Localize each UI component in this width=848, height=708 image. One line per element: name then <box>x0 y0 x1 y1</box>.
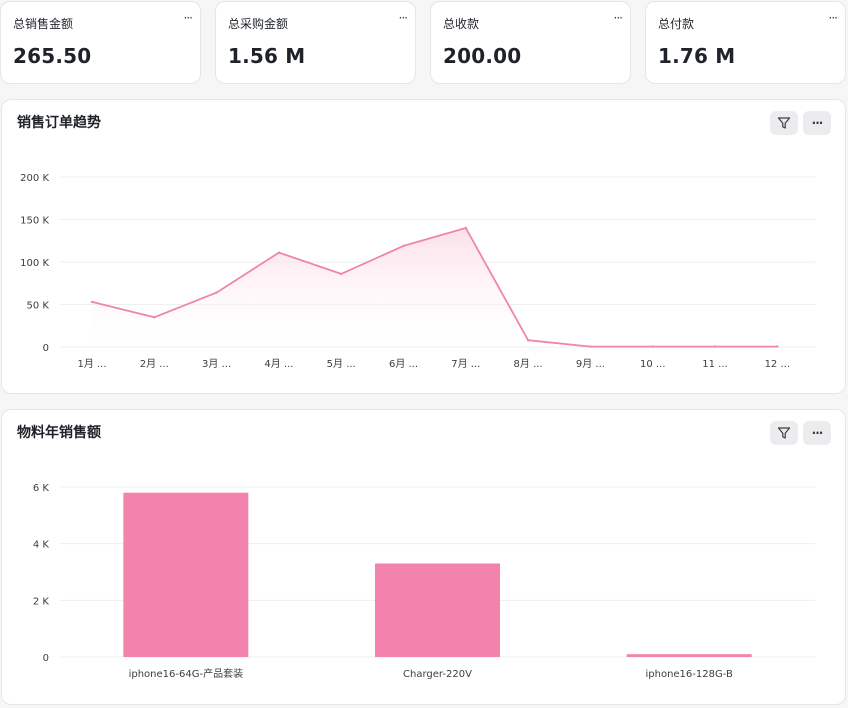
x-tick-label: 6月 ... <box>389 358 418 370</box>
data-point <box>402 244 405 248</box>
x-tick-label: Charger-220V <box>403 669 472 680</box>
y-tick-label: 50 K <box>27 301 50 312</box>
kpi-title: 总采购金额 <box>228 17 289 31</box>
series-area <box>92 228 778 347</box>
y-tick-label: 100 K <box>20 258 49 269</box>
x-tick-label: 7月 ... <box>451 358 480 370</box>
data-point <box>651 345 654 348</box>
kpi-card-payments: 总付款 1.76 M ··· <box>645 1 846 84</box>
kpi-value: 1.56 M <box>228 44 306 68</box>
y-tick-label: 200 K <box>20 173 49 184</box>
filter-button[interactable] <box>770 421 798 445</box>
filter-icon <box>777 117 791 129</box>
more-icon: ··· <box>811 116 824 130</box>
bar-chart: 0 2 K 4 K 6 K iphone16-64G-产品套装 Charger-220V i… <box>33 483 815 680</box>
bar <box>626 654 752 657</box>
y-tick-label: 0 <box>43 343 49 354</box>
y-tick-label: 6 K <box>33 483 50 494</box>
kpi-title: 总付款 <box>658 17 695 31</box>
data-point <box>776 345 779 348</box>
x-tick-label: 5月 ... <box>327 358 356 370</box>
data-point <box>215 291 218 294</box>
data-point <box>589 345 592 348</box>
more-icon[interactable]: ··· <box>613 11 624 25</box>
x-tick-label: 11 ... <box>702 359 727 370</box>
data-point <box>713 345 717 348</box>
x-tick-label: iphone16-128G-B <box>645 669 732 680</box>
x-tick-label: 9月 ... <box>576 358 605 370</box>
more-button[interactable]: ··· <box>803 111 831 135</box>
x-tick-label: 2月 ... <box>140 358 169 370</box>
data-point <box>526 339 530 342</box>
line-chart: 0 50 K 100 K 150 K 200 K 1月 ... 2月 ... 3月 ... 4月… <box>20 173 815 370</box>
y-tick-label: 2 K <box>33 596 50 607</box>
card-title: 销售订单趋势 <box>17 115 101 131</box>
data-point <box>277 251 281 254</box>
kpi-value: 1.76 M <box>658 44 736 68</box>
filter-icon <box>777 427 791 439</box>
kpi-value: 265.50 <box>13 44 92 68</box>
data-point <box>340 272 343 276</box>
data-point <box>90 300 94 304</box>
x-tick-label: 12 ... <box>765 359 790 370</box>
kpi-value: 200.00 <box>443 44 522 68</box>
material-annual-sales-card: 物料年销售额 ··· 0 2 K 4 K 6 K iphone16-64G-产品套装 Ch… <box>1 409 846 705</box>
more-icon: ··· <box>811 426 824 440</box>
more-icon[interactable]: ··· <box>183 11 194 25</box>
x-tick-label: 3月 ... <box>202 358 231 370</box>
y-tick-label: 0 <box>43 653 49 664</box>
filter-button[interactable] <box>770 111 798 135</box>
kpi-card-purchase: 总采购金额 1.56 M ··· <box>215 1 416 84</box>
kpi-card-sales: 总销售金额 265.50 ··· <box>0 1 201 84</box>
bar <box>375 563 500 657</box>
card-title: 物料年销售额 <box>17 425 101 441</box>
kpi-card-receipts: 总收款 200.00 ··· <box>430 1 631 84</box>
kpi-title: 总收款 <box>443 17 480 31</box>
kpi-title: 总销售金额 <box>13 17 74 31</box>
data-point <box>464 226 467 230</box>
x-tick-label: iphone16-64G-产品套装 <box>129 667 244 680</box>
x-tick-label: 10 ... <box>640 359 665 370</box>
more-icon[interactable]: ··· <box>828 11 839 25</box>
more-icon[interactable]: ··· <box>398 11 409 25</box>
y-tick-label: 150 K <box>20 216 49 227</box>
data-point <box>153 316 156 319</box>
more-button[interactable]: ··· <box>803 421 831 445</box>
x-tick-label: 4月 ... <box>264 358 293 370</box>
y-tick-label: 4 K <box>33 540 50 551</box>
sales-order-trend-card: 销售订单趋势 ··· 0 50 K 100 K 150 K 200 K 1月 ... 2月 … <box>1 99 846 394</box>
x-tick-label: 8月 ... <box>514 358 543 370</box>
series-line <box>91 227 778 348</box>
x-tick-label: 1月 ... <box>77 358 106 370</box>
bar <box>123 492 249 657</box>
